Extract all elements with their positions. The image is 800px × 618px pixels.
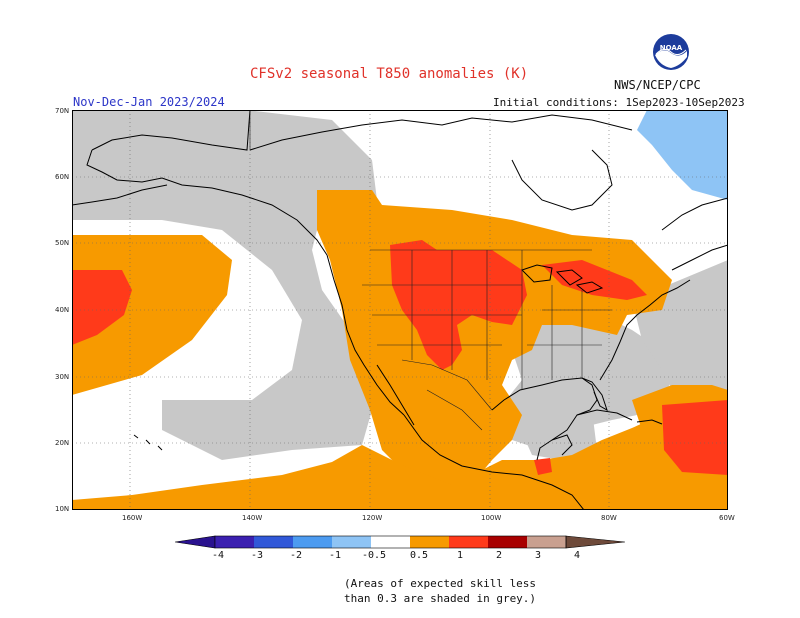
colorbar-arrow-right <box>565 535 626 549</box>
initial-conditions: Initial conditions: 1Sep2023-10Sep2023 <box>493 96 745 109</box>
colorbar-bin-7 <box>449 536 488 548</box>
colorbar-bin-9 <box>527 536 566 548</box>
coastlines <box>71 109 729 511</box>
colorbar-label: -3 <box>251 550 264 561</box>
skill-footnote: (Areas of expected skill less than 0.3 a… <box>344 576 536 606</box>
hot-area-northern-plains <box>390 240 527 370</box>
colorbar-bin-5 <box>371 536 410 548</box>
colorbar <box>174 534 626 549</box>
political-boundaries <box>249 110 612 431</box>
grey-area-gulf <box>512 400 597 460</box>
hot-area-central-america <box>534 458 552 475</box>
warm-1-2-areas <box>72 240 728 475</box>
grey-area-alaska-pacific <box>72 110 377 460</box>
map-title: CFSv2 seasonal T850 anomalies (K) <box>250 66 529 82</box>
skill-footnote-line2: than 0.3 are shaded in grey.) <box>344 592 537 605</box>
colorbar-bin-6 <box>410 536 449 548</box>
colorbar-label: 4 <box>574 550 581 561</box>
colorbar-label: 3 <box>535 550 542 561</box>
colorbar-bin-8 <box>488 536 527 548</box>
lon-tick-80w: 80W <box>601 514 617 522</box>
colorbar-label: -0.5 <box>362 550 387 561</box>
lat-tick-40n: 40N <box>55 306 70 314</box>
agency-label: NWS/NCEP/CPC <box>614 78 701 92</box>
lat-tick-70n: 70N <box>55 107 70 115</box>
colorbar-label: -1 <box>329 550 342 561</box>
noaa-logo-icon: NOAA <box>652 33 690 71</box>
colorbar-label: -4 <box>212 550 225 561</box>
warm-area-east-pacific <box>72 395 728 510</box>
colorbar-arrow-left <box>174 535 216 549</box>
lat-tick-10n: 10N <box>55 505 70 513</box>
lon-tick-160w: 160W <box>122 514 143 522</box>
lat-tick-60n: 60N <box>55 173 70 181</box>
lat-tick-50n: 50N <box>55 239 70 247</box>
colorbar-bin-1 <box>215 536 254 548</box>
hot-area-west-atlantic <box>662 400 728 475</box>
colorbar-label: 2 <box>496 550 503 561</box>
lon-tick-120w: 120W <box>362 514 383 522</box>
cold-area-labrador <box>637 110 728 200</box>
anomaly-map-svg <box>71 109 729 511</box>
colorbar-bin-3 <box>293 536 332 548</box>
colorbar-bin-2 <box>254 536 293 548</box>
hot-area-pacific <box>72 270 132 345</box>
lat-tick-30n: 30N <box>55 373 70 381</box>
logo-text: NOAA <box>660 44 683 52</box>
colorbar-label: -2 <box>290 550 303 561</box>
lat-tick-20n: 20N <box>55 439 70 447</box>
colorbar-bin-4 <box>332 536 371 548</box>
skill-footnote-line1: (Areas of expected skill less <box>344 577 537 590</box>
grey-skill-areas <box>72 110 728 460</box>
colorbar-label: 0.5 <box>410 550 429 561</box>
lon-tick-100w: 100W <box>481 514 502 522</box>
anomaly-map <box>71 109 729 511</box>
lon-tick-60w: 60W <box>719 514 735 522</box>
colorbar-label: 1 <box>457 550 464 561</box>
forecast-period: Nov-Dec-Jan 2023/2024 <box>73 95 225 109</box>
lon-tick-140w: 140W <box>242 514 263 522</box>
map-frame <box>72 110 728 510</box>
